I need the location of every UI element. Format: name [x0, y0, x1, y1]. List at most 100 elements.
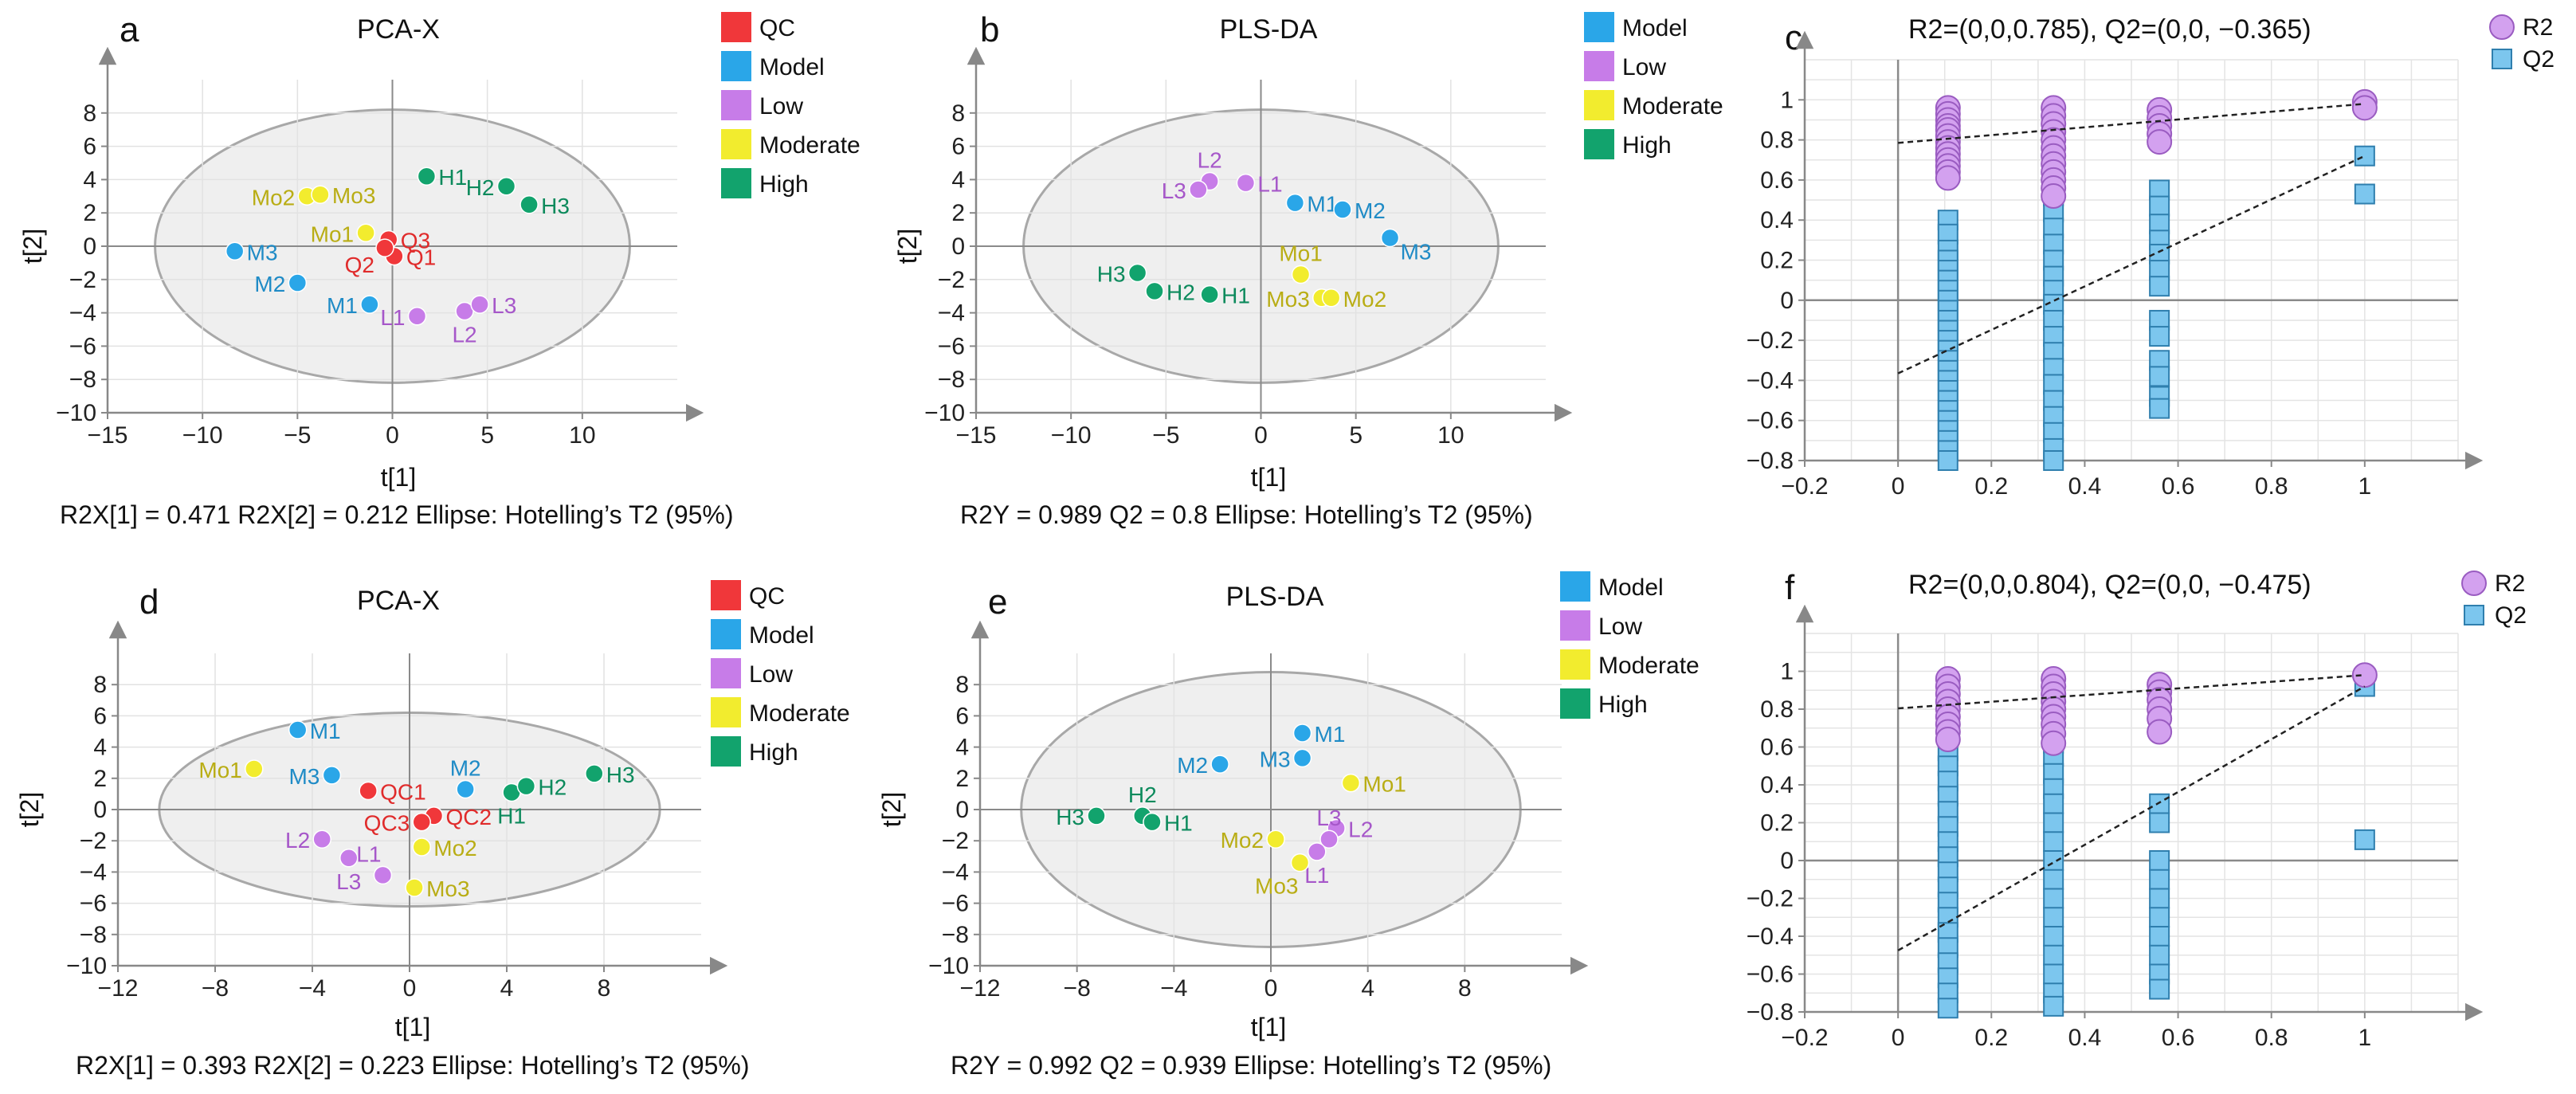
x-tick-label: 10 — [569, 422, 595, 449]
legend-label-moderate: Moderate — [1598, 653, 1700, 679]
point-label-mo1: Mo1 — [198, 758, 241, 782]
y-tick-label: −0.8 — [1747, 448, 1794, 474]
q2-point — [2149, 944, 2170, 966]
q2-point — [2149, 869, 2170, 890]
y-tick-label: 6 — [83, 134, 96, 160]
legend-swatch-low — [721, 90, 751, 120]
legend-label-model: Model — [1622, 15, 1688, 41]
point-label-h1: H1 — [1164, 811, 1193, 836]
point-label-qc2: QC2 — [446, 805, 492, 829]
y-tick-label: −4 — [942, 859, 969, 885]
x-tick-label: 0 — [1892, 473, 1905, 500]
point-label-mo3: Mo3 — [426, 876, 469, 901]
x-tick-label: 0.2 — [1974, 1025, 2008, 1051]
point-h3 — [1087, 806, 1106, 825]
q2-point — [2354, 145, 2375, 167]
legend-label-model: Model — [749, 622, 814, 649]
q2-point — [2149, 907, 2170, 928]
y-tick-label: −4 — [69, 300, 96, 327]
r2-point — [2041, 730, 2067, 756]
point-label-h3: H3 — [1097, 261, 1126, 286]
y-tick-label: −0.4 — [1747, 367, 1794, 394]
point-label-m3: M3 — [247, 240, 278, 265]
q2-point — [2149, 398, 2170, 419]
q2-point — [2149, 366, 2170, 387]
point-label-l1: L1 — [1257, 172, 1282, 197]
r2-point — [2041, 183, 2067, 210]
point-mo1 — [245, 759, 264, 778]
legend-swatch-low — [1584, 51, 1614, 81]
q2-point — [2149, 978, 2170, 1000]
point-m3 — [1380, 228, 1400, 248]
point-label-l1: L1 — [356, 841, 381, 866]
y-tick-label: −0.6 — [1747, 962, 1794, 988]
point-qc1 — [359, 781, 378, 801]
legend-label-r2: R2 — [2495, 571, 2525, 597]
point-m1 — [1285, 193, 1305, 213]
point-mo2 — [412, 837, 431, 857]
y-tick-label: −8 — [80, 922, 107, 948]
point-h3 — [520, 195, 539, 214]
point-h2 — [516, 776, 536, 796]
y-tick-label: 0 — [1780, 288, 1794, 314]
point-h1 — [417, 167, 437, 186]
legend-swatch-model — [1584, 12, 1614, 42]
legend-label-model: Model — [759, 54, 825, 80]
legend-label-moderate: Moderate — [1622, 93, 1723, 120]
x-tick-label: −12 — [98, 975, 139, 1002]
x-tick-label: 0 — [403, 975, 417, 1002]
q2-point — [2149, 276, 2170, 297]
y-axis-label: t[2] — [893, 229, 922, 264]
legend-r2-marker — [2489, 14, 2515, 40]
y-tick-label: 6 — [951, 134, 965, 160]
point-label-h2: H2 — [1128, 782, 1157, 807]
y-tick-label: 0.6 — [1760, 167, 1794, 194]
legend-swatch-high — [1584, 129, 1614, 159]
y-tick-label: −2 — [942, 828, 969, 854]
point-label-m1: M1 — [310, 719, 341, 743]
q2-point — [2043, 450, 2064, 471]
point-mo1 — [1291, 265, 1311, 284]
y-tick-label: 2 — [93, 766, 107, 792]
x-tick-label: −0.2 — [1781, 473, 1828, 500]
legend-label-low: Low — [759, 93, 803, 120]
r2-regression-line — [1898, 674, 2365, 710]
y-tick-label: 6 — [955, 703, 969, 729]
point-label-m1: M1 — [1307, 192, 1338, 217]
y-tick-label: −0.8 — [1747, 999, 1794, 1025]
point-label-mo1: Mo1 — [1362, 772, 1406, 797]
y-tick-label: −10 — [928, 953, 969, 979]
panel-footer: R2X[1] = 0.471 R2X[2] = 0.212 Ellipse: H… — [60, 500, 734, 529]
point-m3 — [225, 241, 245, 261]
panel-e: e PLS-DA −12 −8 −4 0 4 8 −10 −8 −6 −4 −2 0 2 4 6 8 t[1] t[2… — [877, 571, 1700, 1080]
q2-regression-line — [1897, 685, 2366, 951]
point-m1 — [1292, 723, 1312, 743]
y-tick-label: 2 — [951, 200, 965, 226]
q2-point — [2043, 963, 2064, 985]
point-label-mo2: Mo2 — [1343, 287, 1386, 312]
x-tick-label: 0.8 — [2255, 473, 2288, 500]
y-tick-label: −10 — [56, 400, 96, 426]
x-tick-label: 0.2 — [1974, 473, 2008, 500]
y-tick-label: −4 — [938, 300, 965, 327]
legend-swatch-moderate — [721, 129, 751, 159]
y-tick-label: −8 — [938, 367, 965, 393]
x-tick-label: −4 — [1160, 975, 1187, 1002]
y-tick-label: 0.8 — [1760, 127, 1794, 154]
r2-point — [1935, 165, 1961, 191]
x-tick-label: 0.6 — [2162, 473, 2195, 500]
point-label-q2: Q2 — [345, 253, 374, 277]
x-tick-label: 5 — [1349, 422, 1362, 449]
panel-letter: d — [139, 582, 159, 622]
x-tick-label: 0 — [386, 422, 399, 449]
y-tick-label: −10 — [66, 953, 107, 979]
point-mo1 — [356, 223, 375, 243]
q2-point — [2043, 926, 2064, 947]
legend-swatch-high — [721, 168, 751, 198]
legend-label-low: Low — [1598, 614, 1642, 640]
point-m1 — [288, 720, 308, 739]
point-label-mo3: Mo3 — [332, 183, 375, 208]
q2-point — [2149, 326, 2170, 347]
r2-point — [2147, 129, 2173, 155]
point-label-m1: M1 — [1315, 722, 1346, 747]
